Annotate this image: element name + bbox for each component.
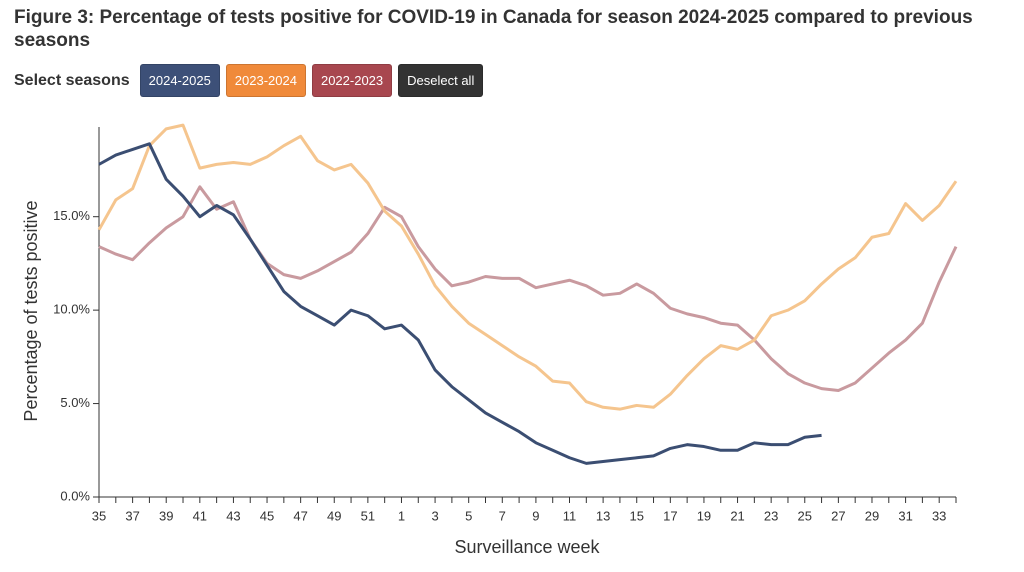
x-tick-label: 41 — [193, 508, 207, 523]
x-tick-label: 21 — [730, 508, 744, 523]
x-tick-label: 17 — [663, 508, 677, 523]
season-controls: Select seasons 2024-2025 2023-2024 2022-20… — [14, 64, 484, 97]
x-tick-label: 9 — [532, 508, 539, 523]
y-tick-label: 15.0% — [53, 208, 90, 223]
x-tick-label: 39 — [159, 508, 173, 523]
series-line — [98, 185, 958, 392]
x-axis-title: Surveillance week — [454, 537, 600, 557]
x-tick-label: 15 — [629, 508, 643, 523]
x-tick-label: 27 — [831, 508, 845, 523]
select-label: Select seasons — [14, 71, 130, 89]
x-tick-label: 23 — [764, 508, 778, 523]
x-tick-label: 13 — [596, 508, 610, 523]
x-tick-label: 1 — [398, 508, 405, 523]
y-tick-label: 0.0% — [60, 488, 90, 503]
series-line — [98, 142, 822, 465]
season-button[interactable]: 2024-2025 — [139, 64, 220, 97]
x-tick-label: 3 — [431, 508, 438, 523]
x-tick-label: 35 — [92, 508, 106, 523]
x-tick-label: 11 — [563, 508, 577, 523]
season-button[interactable]: 2023-2024 — [225, 64, 306, 97]
x-tick-label: 47 — [293, 508, 307, 523]
x-tick-label: 25 — [798, 508, 812, 523]
x-tick-label: 43 — [226, 508, 240, 523]
x-tick-label: 5 — [465, 508, 472, 523]
x-tick-label: 29 — [865, 508, 879, 523]
season-button[interactable]: 2022-2023 — [311, 64, 393, 97]
y-tick-label: 5.0% — [60, 395, 90, 410]
x-tick-label: 31 — [898, 508, 912, 523]
x-tick-label: 37 — [125, 508, 139, 523]
x-tick-label: 45 — [260, 508, 274, 523]
series-line — [97, 123, 958, 411]
x-tick-label: 7 — [499, 508, 506, 523]
figure-title: Figure 3: Percentage of tests positive f… — [14, 7, 973, 51]
x-tick-label: 19 — [697, 508, 711, 523]
deselect-button[interactable]: Deselect all — [398, 64, 484, 97]
x-tick-label: 33 — [932, 508, 946, 523]
y-axis-title: Percentage of tests positive — [21, 200, 41, 421]
x-tick-label: 51 — [361, 508, 375, 523]
x-tick-label: 49 — [327, 508, 341, 523]
y-tick-label: 10.0% — [53, 302, 90, 317]
